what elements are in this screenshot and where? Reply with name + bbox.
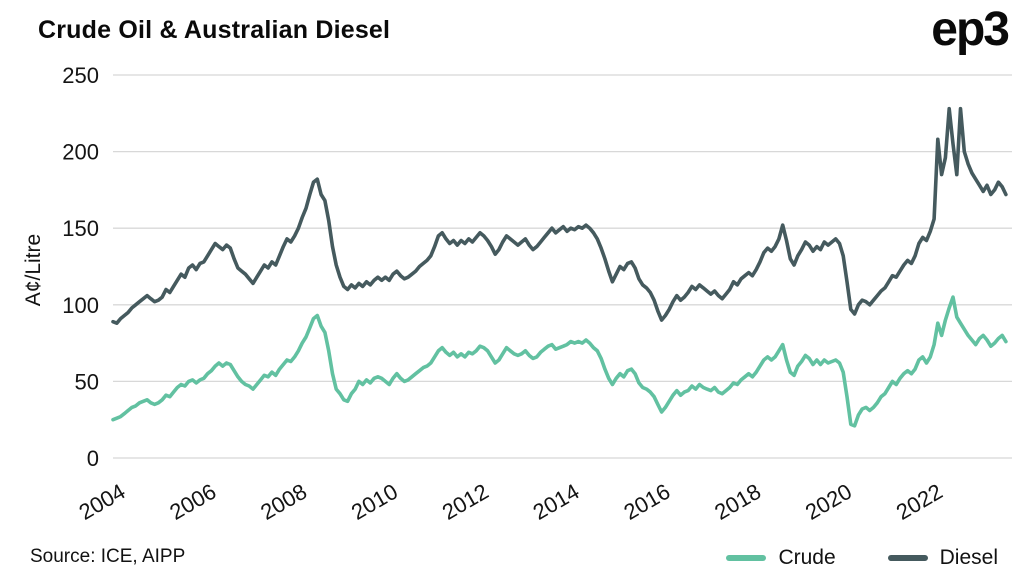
legend-swatch-crude [726,555,767,561]
svg-text:2012: 2012 [438,479,493,525]
svg-text:150: 150 [62,216,99,241]
svg-text:2016: 2016 [619,479,674,525]
legend-item-diesel: Diesel [887,546,998,570]
svg-text:250: 250 [62,63,99,88]
legend-label-diesel: Diesel [939,546,998,569]
svg-text:2020: 2020 [801,479,856,525]
chart-title: Crude Oil & Australian Diesel [38,16,391,44]
svg-text:2006: 2006 [165,479,220,525]
svg-text:2022: 2022 [892,479,947,525]
legend: Crude Diesel [726,546,998,570]
source-note: Source: ICE, AIPP [30,546,186,567]
svg-text:2014: 2014 [529,479,584,525]
legend-item-crude: Crude [726,546,836,570]
svg-text:200: 200 [62,140,99,165]
legend-swatch-diesel [887,555,928,561]
svg-text:2010: 2010 [347,479,402,525]
svg-text:100: 100 [62,293,99,318]
svg-text:2004: 2004 [75,479,130,525]
ep3-logo: ep3 [931,3,1010,56]
y-axis-label: A¢/Litre [22,233,45,307]
svg-text:2008: 2008 [256,479,311,525]
legend-label-crude: Crude [778,546,836,569]
svg-text:2018: 2018 [710,479,765,525]
svg-text:0: 0 [87,446,99,471]
svg-text:50: 50 [75,369,99,394]
